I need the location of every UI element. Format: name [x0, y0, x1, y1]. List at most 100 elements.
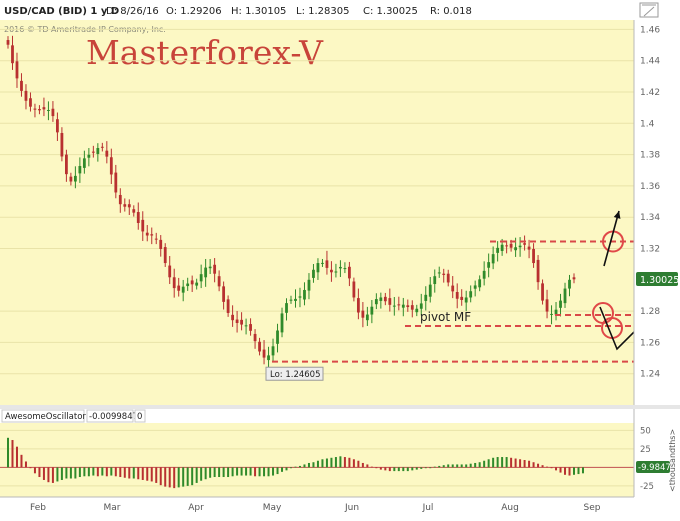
- candle-body: [249, 324, 252, 331]
- candle-body: [325, 260, 329, 268]
- candle-body: [568, 279, 571, 289]
- candle-body: [145, 232, 149, 236]
- candle-body: [235, 319, 239, 323]
- oscillator-bar: [69, 467, 72, 479]
- candle-body: [177, 285, 181, 291]
- oscillator-panel[interactable]: [0, 423, 634, 497]
- candle-body: [190, 280, 194, 285]
- oscillator-bar: [128, 467, 131, 479]
- candle-body: [500, 244, 504, 251]
- panel-separator[interactable]: [0, 405, 680, 409]
- oscillator-tick-label: 25: [640, 445, 651, 455]
- oscillator-bar: [159, 467, 162, 486]
- oscillator-current-tag: -9.9847: [636, 461, 671, 473]
- oscillator-bar: [186, 467, 189, 486]
- oscillator-bar: [11, 440, 14, 468]
- candle-body: [419, 303, 423, 309]
- candle-body: [505, 245, 509, 247]
- oscillator-bar: [343, 457, 346, 468]
- oscillator-axis[interactable]: [634, 409, 680, 497]
- oscillator-bar: [397, 467, 400, 472]
- candle-body: [536, 259, 540, 283]
- candle-body: [47, 109, 50, 111]
- price-panel[interactable]: [0, 20, 634, 405]
- oscillator-bar: [307, 462, 310, 468]
- oscillator-bar: [550, 467, 553, 469]
- oscillator-bar: [379, 467, 382, 470]
- price-tick-label: 1.44: [640, 57, 660, 67]
- candle-body: [473, 285, 477, 289]
- oscillator-bar: [366, 464, 369, 468]
- candle-body: [518, 245, 522, 248]
- range-label: R: 0.018: [430, 6, 472, 17]
- price-axis[interactable]: [634, 20, 680, 405]
- oscillator-unit-label: <thousandths>: [668, 429, 677, 492]
- candle-body: [15, 61, 19, 79]
- oscillator-bar: [92, 467, 95, 476]
- oscillator-bar: [388, 467, 391, 472]
- candle-body: [154, 238, 158, 240]
- candle-body: [285, 303, 288, 313]
- candle-body: [559, 300, 562, 308]
- candle-body: [217, 276, 221, 287]
- oscillator-bar: [325, 458, 328, 468]
- oscillator-value: -0.0099847: [89, 412, 138, 422]
- oscillator-bar: [236, 467, 239, 476]
- candle-body: [406, 305, 410, 308]
- oscillator-bar: [312, 462, 315, 468]
- oscillator-bar: [267, 467, 270, 477]
- oscillator-bar: [245, 467, 248, 476]
- panel-toggle-icon[interactable]: [639, 2, 659, 18]
- candle-body: [24, 90, 28, 101]
- oscillator-bar: [132, 467, 135, 479]
- candle-body: [401, 304, 405, 308]
- oscillator-bar: [177, 467, 180, 488]
- oscillator-bar: [357, 460, 360, 468]
- oscillator-bar: [209, 467, 212, 478]
- oscillator-bar: [87, 467, 90, 477]
- oscillator-bar: [424, 467, 427, 469]
- candle-body: [339, 266, 342, 269]
- oscillator-bar: [334, 457, 337, 468]
- candle-body: [42, 107, 46, 110]
- oscillator-bar: [222, 467, 225, 478]
- oscillator-bar: [254, 467, 257, 477]
- oscillator-bar: [555, 467, 558, 471]
- candle-body: [6, 40, 10, 45]
- candle-body: [262, 349, 266, 358]
- oscillator-bar: [114, 467, 117, 477]
- time-tick-label: Sep: [584, 503, 601, 513]
- oscillator-bar: [393, 467, 396, 472]
- time-tick-label: Apr: [188, 503, 204, 513]
- time-axis[interactable]: [0, 497, 680, 517]
- oscillator-bar: [276, 467, 279, 475]
- oscillator-bar: [146, 467, 149, 481]
- open-label: O: 1.29206: [166, 6, 222, 17]
- candle-body: [91, 151, 95, 153]
- oscillator-bar: [285, 467, 288, 471]
- oscillator-extra: 0: [137, 412, 142, 422]
- candle-body: [321, 262, 324, 264]
- candle-body: [258, 341, 261, 352]
- low-label-box: [265, 366, 324, 381]
- price-tick-label: 1.34: [640, 213, 660, 223]
- price-tick-label: 1.32: [640, 244, 660, 254]
- oscillator-bar: [415, 467, 418, 470]
- candle-body: [446, 273, 450, 283]
- candle-body: [527, 246, 531, 250]
- oscillator-bar: [537, 463, 540, 468]
- oscillator-bar: [74, 467, 77, 479]
- candle-body: [523, 243, 526, 245]
- candle-body: [294, 298, 297, 301]
- oscillator-bars: [7, 437, 584, 489]
- bullish-arrow: [603, 210, 620, 267]
- oscillator-title-box[interactable]: [1, 409, 85, 423]
- candle-body: [303, 289, 306, 300]
- candle-body: [514, 247, 518, 251]
- candle-body: [181, 286, 185, 293]
- oscillator-bar: [204, 467, 207, 480]
- candle-body: [316, 263, 320, 273]
- oscillator-current-text: -9.9847: [638, 463, 671, 473]
- oscillator-bar: [451, 464, 454, 468]
